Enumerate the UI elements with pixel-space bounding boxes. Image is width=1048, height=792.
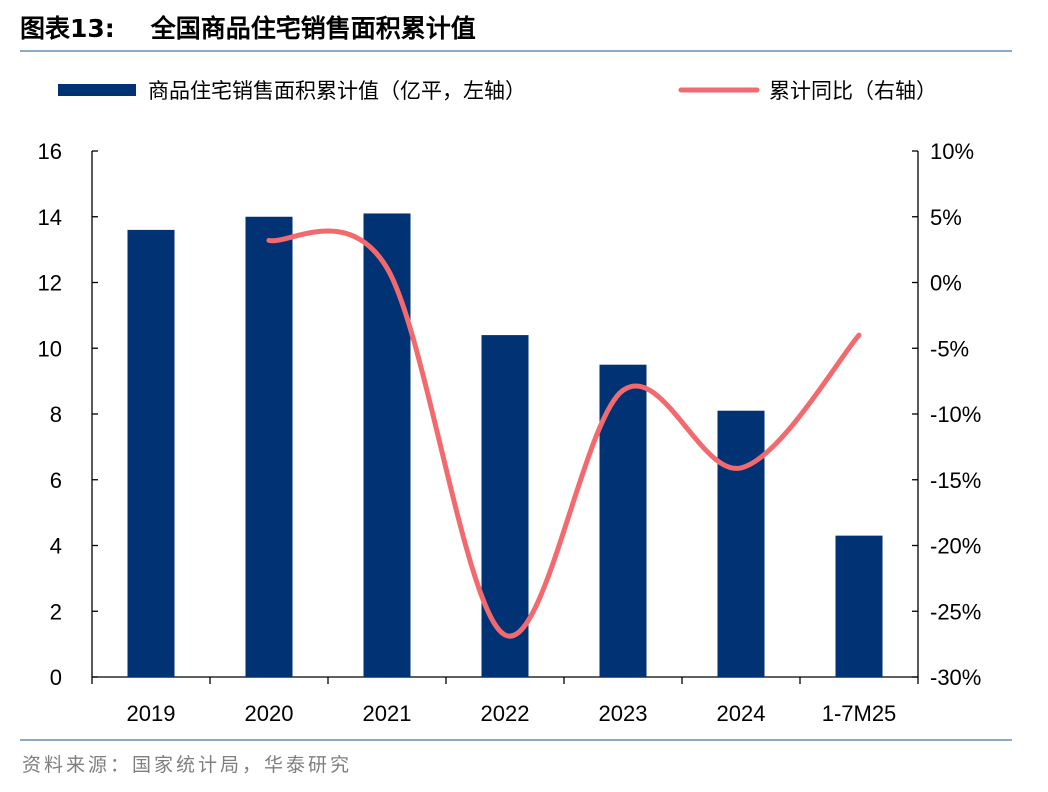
y-left-tick-label: 10 — [38, 336, 62, 361]
x-tick-label: 1-7M25 — [822, 701, 897, 726]
y-left-tick-label: 4 — [50, 534, 62, 559]
bar-1-7M25 — [835, 535, 883, 677]
y-left-tick-label: 0 — [50, 665, 62, 690]
legend-line-label: 累计同比（右轴） — [769, 80, 937, 103]
legend: 商品住宅销售面积累计值（亿平，左轴） 累计同比（右轴） — [58, 80, 937, 103]
x-tick-label: 2022 — [481, 701, 530, 726]
y-right-tick-label: 5% — [930, 205, 962, 230]
bar-2022 — [481, 335, 529, 677]
y-right-tick-label: -10% — [930, 402, 981, 427]
bar-2020 — [245, 216, 293, 677]
y-left-tick-label: 14 — [38, 205, 62, 230]
tick-labels: 0 2 4 6 8 10 12 14 16 -30% -25% -20% -15% -10% -5% 0% 5%… — [38, 139, 982, 726]
legend-bar-swatch — [58, 84, 136, 96]
y-right-tick-label: -25% — [930, 599, 981, 624]
source-note: 资料来源：国家统计局，华泰研究 — [22, 754, 353, 776]
bar-2019 — [127, 229, 175, 677]
line-series-yoy — [266, 228, 862, 639]
y-right-tick-label: -15% — [930, 468, 981, 493]
y-left-tick-label: 2 — [50, 599, 62, 624]
top-rule — [20, 50, 1012, 52]
x-tick-label: 2019 — [127, 701, 176, 726]
figure-title-text: 全国商品住宅销售面积累计值 — [150, 14, 476, 43]
figure-number: 图表13: — [20, 14, 115, 43]
x-tick-label: 2020 — [245, 701, 294, 726]
y-right-tick-label: -5% — [930, 336, 969, 361]
x-tick-label: 2023 — [599, 701, 648, 726]
y-right-tick-label: -20% — [930, 534, 981, 559]
y-right-tick-label: 0% — [930, 271, 962, 296]
x-tick-label: 2024 — [717, 701, 766, 726]
bar-2024 — [717, 410, 765, 677]
y-right-tick-label: 10% — [930, 139, 974, 164]
figure-title: 图表13: 全国商品住宅销售面积累计值 — [20, 12, 476, 46]
bottom-rule — [20, 739, 1012, 741]
y-left-tick-label: 12 — [38, 271, 62, 296]
y-left-tick-label: 16 — [38, 139, 62, 164]
legend-bar-label: 商品住宅销售面积累计值（亿平，左轴） — [148, 80, 526, 103]
bar-series — [127, 213, 883, 677]
bar-2021 — [363, 213, 411, 677]
y-left-tick-label: 8 — [50, 402, 62, 427]
y-right-tick-label: -30% — [930, 665, 981, 690]
y-left-tick-label: 6 — [50, 468, 62, 493]
x-tick-label: 2021 — [363, 701, 412, 726]
